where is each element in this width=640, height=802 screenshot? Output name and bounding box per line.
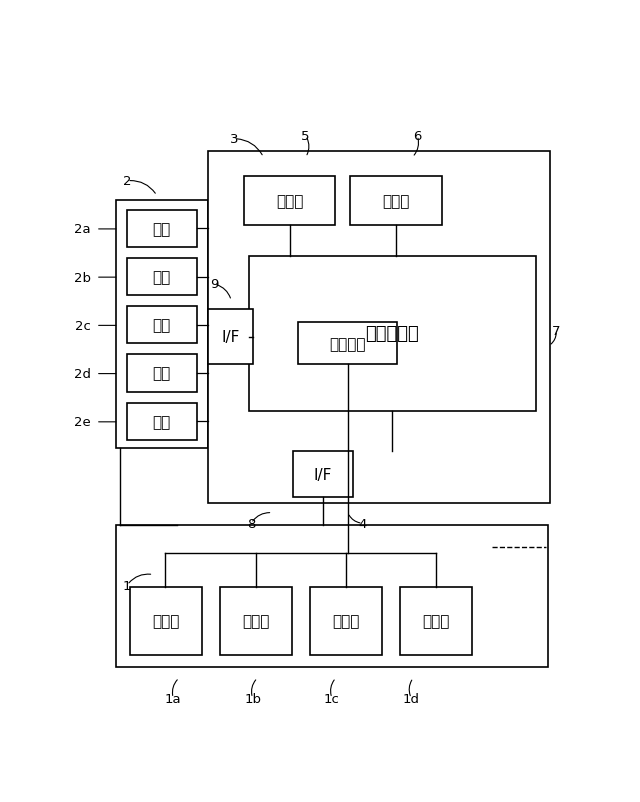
Text: サーバ: サーバ bbox=[422, 614, 450, 629]
Bar bbox=[249, 257, 536, 411]
Bar bbox=[293, 452, 353, 497]
Text: 1b: 1b bbox=[244, 692, 261, 705]
Text: 2d: 2d bbox=[74, 367, 91, 381]
Text: 端末: 端末 bbox=[153, 269, 171, 285]
Text: 8: 8 bbox=[247, 517, 255, 530]
Bar bbox=[401, 587, 472, 655]
Text: 1a: 1a bbox=[165, 692, 182, 705]
Text: 1d: 1d bbox=[403, 692, 420, 705]
Text: 3: 3 bbox=[230, 133, 238, 146]
Bar bbox=[208, 152, 550, 504]
Text: 1c: 1c bbox=[324, 692, 340, 705]
Text: 4: 4 bbox=[358, 517, 367, 530]
Text: メモリ: メモリ bbox=[383, 194, 410, 209]
Text: 7: 7 bbox=[552, 325, 561, 338]
Text: 端末: 端末 bbox=[153, 318, 171, 333]
Bar bbox=[127, 259, 196, 296]
Text: 2a: 2a bbox=[74, 223, 91, 236]
Text: サーバ: サーバ bbox=[242, 614, 269, 629]
Bar bbox=[127, 403, 196, 440]
Bar bbox=[310, 587, 382, 655]
Text: プロセッサ: プロセッサ bbox=[365, 325, 419, 343]
Bar bbox=[116, 525, 548, 667]
Bar bbox=[129, 587, 202, 655]
Text: サーバ: サーバ bbox=[332, 614, 360, 629]
Text: 2b: 2b bbox=[74, 271, 91, 284]
Text: 9: 9 bbox=[210, 278, 218, 291]
Text: 端末: 端末 bbox=[153, 221, 171, 237]
Text: 6: 6 bbox=[413, 130, 422, 143]
Text: 端末: 端末 bbox=[153, 414, 171, 429]
Bar bbox=[127, 210, 196, 248]
Text: 2e: 2e bbox=[74, 415, 91, 429]
Bar bbox=[127, 355, 196, 392]
Text: I/F: I/F bbox=[314, 467, 332, 482]
Bar bbox=[116, 201, 208, 448]
Bar bbox=[127, 307, 196, 344]
Bar bbox=[220, 587, 292, 655]
Text: 5: 5 bbox=[301, 130, 310, 143]
Text: サーバ: サーバ bbox=[152, 614, 179, 629]
Text: 管理端末: 管理端末 bbox=[330, 336, 366, 351]
Text: 端末: 端末 bbox=[153, 366, 171, 381]
Text: メモリ: メモリ bbox=[276, 194, 303, 209]
Text: I/F: I/F bbox=[221, 330, 239, 345]
Text: 2: 2 bbox=[123, 175, 131, 188]
Bar bbox=[244, 176, 335, 226]
Bar bbox=[350, 176, 442, 226]
Bar bbox=[208, 310, 253, 365]
Bar bbox=[298, 323, 397, 365]
Text: 2c: 2c bbox=[75, 319, 91, 333]
Text: 1: 1 bbox=[123, 579, 131, 592]
